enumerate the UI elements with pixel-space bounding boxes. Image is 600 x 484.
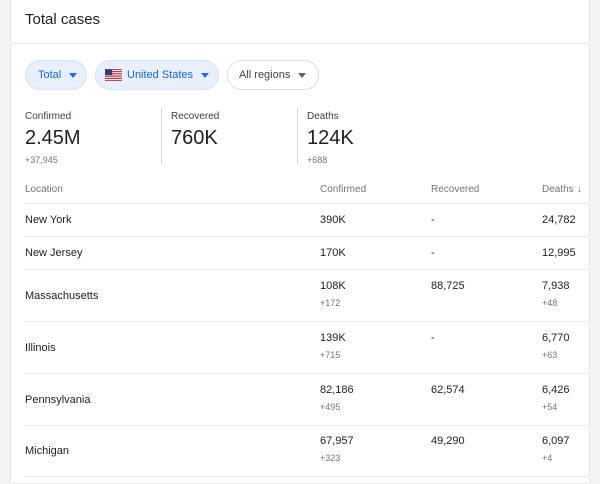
metric-filter-label: Total (38, 69, 62, 81)
us-flag-icon (105, 69, 122, 81)
row-deaths-delta: +54 (542, 402, 558, 412)
row-confirmed: 139K (320, 332, 346, 344)
column-header-location[interactable]: Location (25, 184, 63, 195)
row-recovered: 49,290 (431, 435, 465, 447)
row-divider (25, 321, 589, 322)
confirmed-stat-value: 2.45M (25, 127, 81, 149)
row-confirmed-delta: +323 (320, 453, 341, 463)
row-confirmed: 170K (320, 247, 346, 259)
header-divider (11, 43, 589, 44)
row-deaths: 12,995 (542, 247, 576, 259)
row-confirmed: 108K (320, 280, 346, 292)
row-location: New York (25, 214, 72, 226)
row-deaths-delta: +63 (542, 350, 558, 360)
chevron-down-icon (69, 72, 78, 78)
stat-divider (297, 107, 298, 165)
region-filter-label: All regions (239, 69, 291, 81)
row-deaths: 6,770 (542, 332, 570, 344)
confirmed-stat-label: Confirmed (25, 111, 72, 122)
row-location: Massachusetts (25, 290, 99, 302)
arrow-down-icon: ↓ (576, 184, 582, 195)
row-confirmed-delta: +172 (320, 298, 341, 308)
column-header-deaths-label: Deaths (542, 184, 574, 195)
row-confirmed: 67,957 (320, 435, 354, 447)
row-location: New Jersey (25, 247, 83, 259)
row-recovered: - (431, 247, 435, 259)
row-divider (25, 236, 589, 237)
chevron-down-icon (201, 72, 210, 78)
row-deaths-delta: +4 (542, 453, 553, 463)
row-recovered: 62,574 (431, 384, 465, 396)
row-confirmed-delta: +715 (320, 350, 341, 360)
row-divider (25, 373, 589, 374)
recovered-stat-label: Recovered (171, 111, 220, 122)
stat-divider (161, 107, 162, 165)
column-header-recovered[interactable]: Recovered (431, 184, 480, 195)
row-location: Michigan (25, 445, 70, 457)
row-deaths: 6,426 (542, 384, 570, 396)
deaths-stat-label: Deaths (307, 111, 339, 122)
metric-filter-chip[interactable]: Total (25, 60, 87, 90)
row-deaths: 7,938 (542, 280, 570, 292)
row-divider (25, 203, 589, 204)
total-cases-card: Total cases Total United States All regi… (10, 0, 590, 484)
row-confirmed: 390K (320, 214, 346, 226)
recovered-stat-value: 760K (171, 127, 218, 149)
row-confirmed: 82,186 (320, 384, 354, 396)
row-deaths-delta: +48 (542, 298, 558, 308)
row-recovered: - (431, 214, 435, 226)
column-header-confirmed[interactable]: Confirmed (320, 184, 367, 195)
row-deaths: 6,097 (542, 435, 570, 447)
row-recovered: - (431, 332, 435, 344)
row-recovered: 88,725 (431, 280, 465, 292)
row-location: Illinois (25, 342, 56, 354)
deaths-stat-delta: +688 (307, 155, 328, 165)
card-title: Total cases (25, 11, 101, 28)
row-divider (25, 269, 589, 270)
country-filter-chip[interactable]: United States (95, 60, 219, 90)
row-divider (25, 425, 589, 426)
deaths-stat-value: 124K (307, 127, 354, 149)
confirmed-stat-delta: +37,945 (25, 155, 58, 165)
country-filter-label: United States (127, 69, 194, 81)
region-filter-chip[interactable]: All regions (227, 60, 319, 90)
column-header-deaths[interactable]: Deaths ↓ (542, 184, 582, 195)
row-divider (25, 476, 589, 477)
row-confirmed-delta: +495 (320, 402, 341, 412)
row-deaths: 24,782 (542, 214, 576, 226)
row-location: Pennsylvania (25, 394, 91, 406)
chevron-down-icon (298, 72, 307, 78)
